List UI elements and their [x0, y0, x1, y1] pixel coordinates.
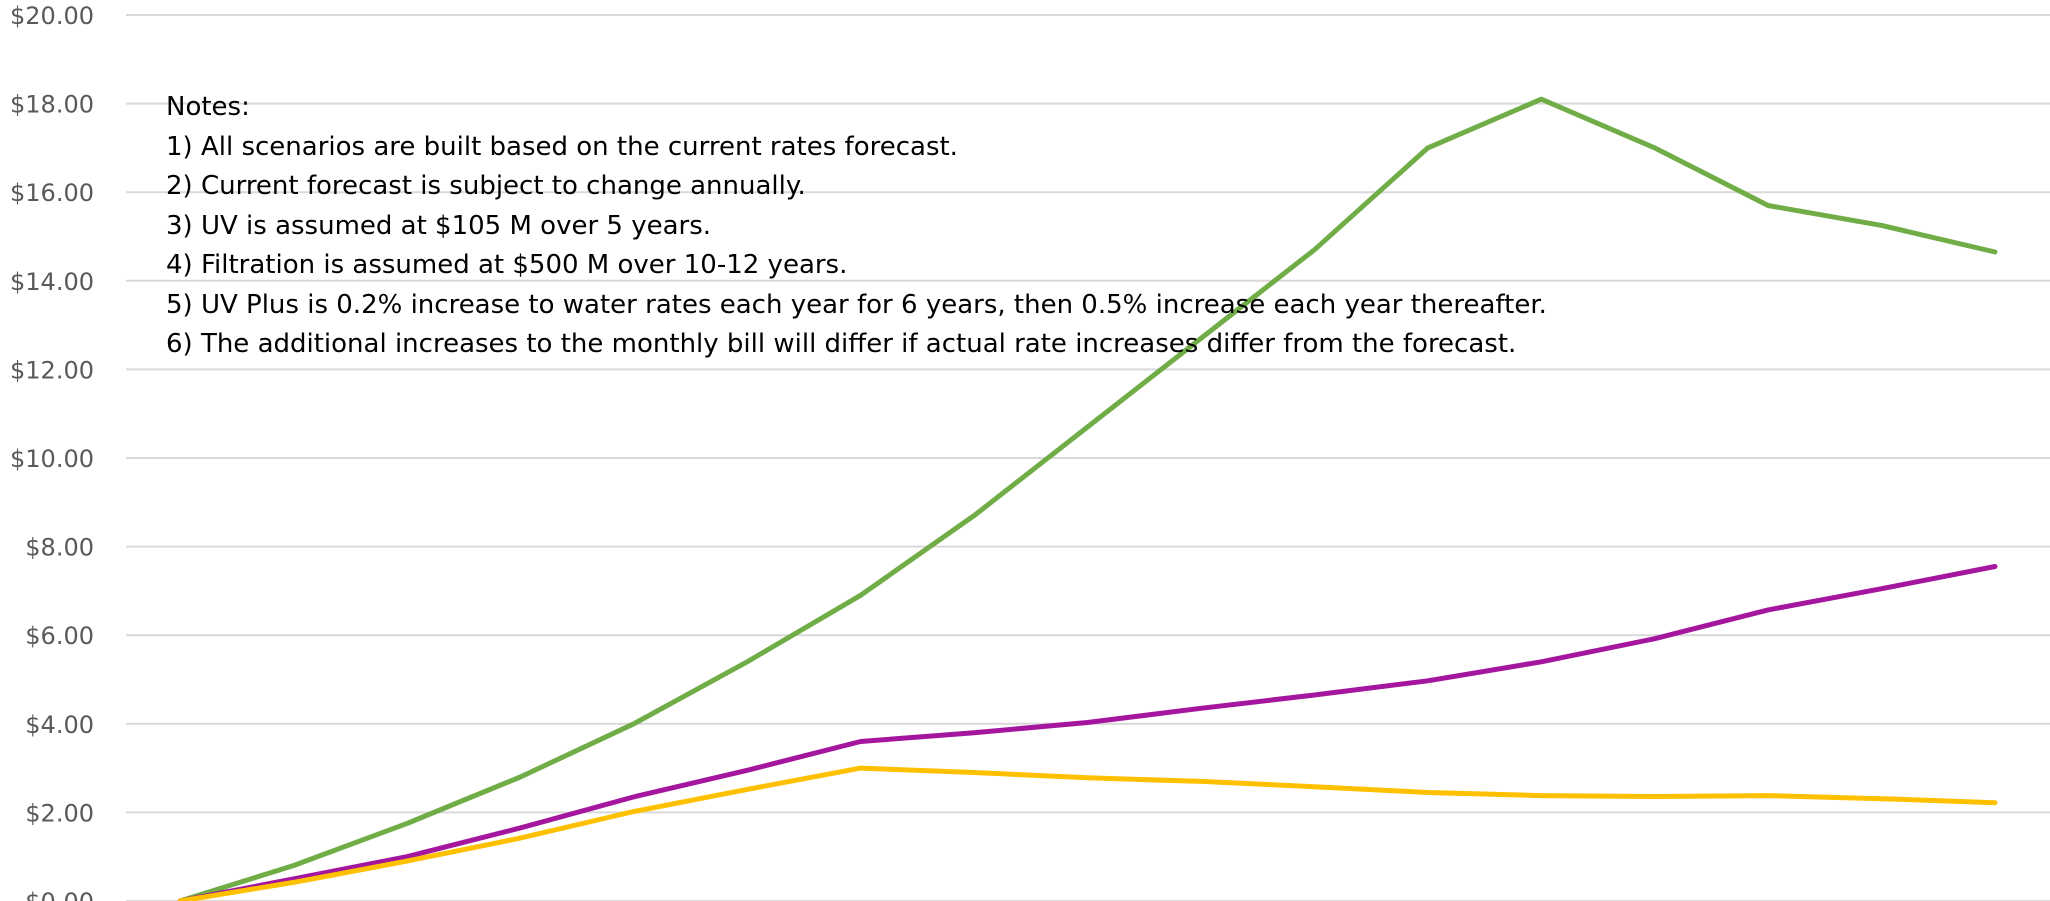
note-item-6: 6) The additional increases to the month… — [166, 329, 1517, 359]
y-axis-tick-labels: $0.00 $2.00 $4.00 $6.00 $8.00 $10.00 $12.00 $14… — [10, 2, 94, 901]
y-tick-label: $16.00 — [10, 179, 94, 207]
note-item-3: 3) UV is assumed at $105 M over 5 years. — [166, 210, 712, 241]
y-tick-label: $2.00 — [25, 799, 94, 827]
note-item-1: 1) All scenarios are built based on the … — [166, 131, 958, 162]
series-line-3 — [177, 765, 1998, 901]
note-item-2: 2) Current forecast is subject to change… — [166, 171, 806, 201]
note-item-5: 5) UV Plus is 0.2% increase to water rat… — [166, 289, 1547, 320]
series-line-1 — [177, 96, 1998, 901]
y-tick-label: $6.00 — [25, 622, 94, 650]
y-tick-label: $8.00 — [25, 534, 94, 562]
y-tick-label: $18.00 — [10, 91, 94, 119]
notes-annotation: Notes: 1) All scenarios are built based … — [166, 88, 1666, 365]
y-tick-label: $12.00 — [10, 356, 94, 384]
y-tick-label: $10.00 — [10, 445, 94, 473]
y-tick-label: $4.00 — [25, 711, 94, 739]
series-lines — [177, 96, 1998, 901]
series-line-2 — [177, 564, 1998, 901]
note-item-4: 4) Filtration is assumed at $500 M over … — [166, 250, 848, 280]
gridlines — [126, 14, 2050, 901]
notes-title: Notes: — [166, 92, 250, 122]
y-tick-label: $20.00 — [10, 2, 94, 30]
y-tick-label: $0.00 — [25, 888, 94, 901]
y-tick-label: $14.00 — [10, 268, 94, 296]
